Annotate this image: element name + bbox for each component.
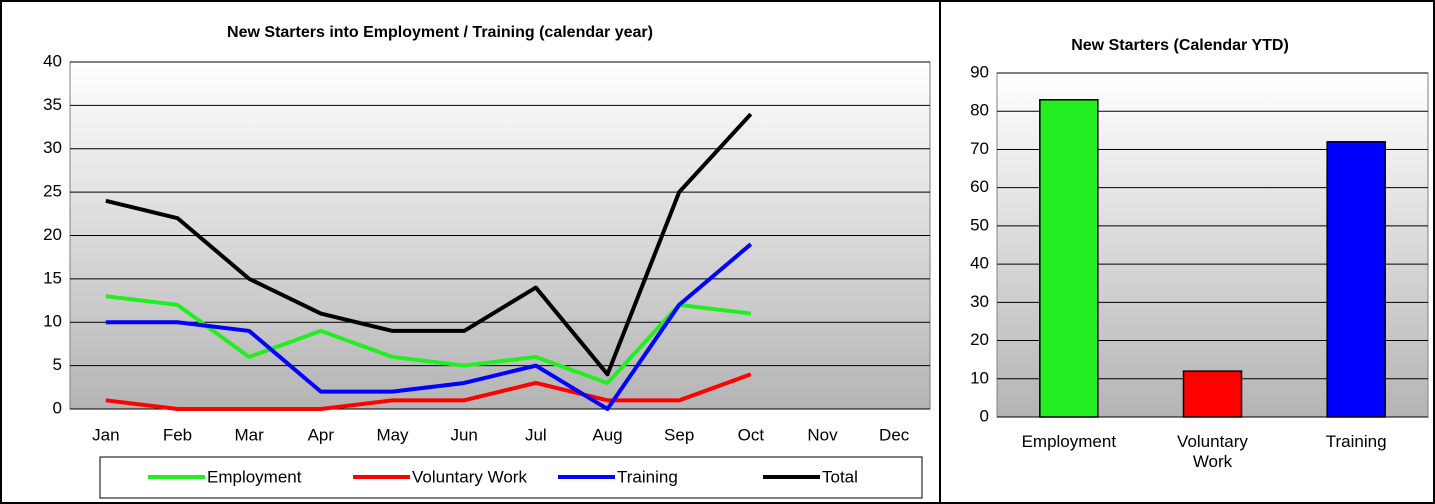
y-tick-label: 35	[43, 95, 62, 114]
x-tick-label: Employment	[1021, 432, 1117, 451]
y-tick-label: 10	[970, 368, 989, 387]
bar	[1039, 99, 1099, 418]
x-tick-label: Voluntary Work	[1177, 432, 1248, 471]
x-tick-label: Jul	[525, 425, 547, 444]
legend-label: Total	[822, 467, 858, 486]
y-tick-label: 70	[970, 139, 989, 158]
x-tick-label: Jun	[450, 425, 477, 444]
bar	[1326, 141, 1386, 418]
x-tick-label: May	[376, 425, 409, 444]
y-tick-label: 80	[970, 101, 989, 120]
x-tick-label: Oct	[738, 425, 765, 444]
y-tick-label: 30	[970, 292, 989, 311]
chart-title: New Starters into Employment / Training …	[227, 24, 653, 41]
x-tick-label: Dec	[879, 425, 910, 444]
legend-label: Voluntary Work	[412, 467, 527, 486]
line-series	[105, 112, 753, 377]
legend-label: Training	[617, 467, 678, 486]
y-tick-label: 15	[43, 268, 62, 287]
x-tick-label: Sep	[664, 425, 694, 444]
x-tick-label: Mar	[235, 425, 265, 444]
x-tick-label: Training	[1325, 432, 1387, 451]
y-tick-label: 30	[43, 138, 62, 157]
x-tick-label: Apr	[308, 425, 335, 444]
y-tick-label: 10	[43, 312, 62, 331]
y-tick-label: 20	[43, 225, 62, 244]
x-tick-label: Aug	[592, 425, 622, 444]
line-series	[105, 294, 752, 385]
y-tick-label: 50	[970, 215, 989, 234]
y-tick-label: 40	[970, 254, 989, 273]
y-tick-label: 20	[970, 330, 989, 349]
line-series	[105, 372, 752, 411]
y-tick-label: 25	[43, 182, 62, 201]
legend-label: Employment	[207, 467, 302, 486]
x-tick-label: Nov	[807, 425, 838, 444]
y-tick-label: 0	[980, 406, 989, 425]
y-tick-label: 5	[53, 355, 62, 374]
x-tick-label: Jan	[92, 425, 119, 444]
line-series	[105, 242, 753, 411]
y-tick-label: 90	[970, 62, 989, 81]
chart-title: New Starters (Calendar YTD)	[1071, 37, 1289, 54]
y-tick-label: 0	[53, 398, 62, 417]
y-tick-label: 40	[43, 51, 62, 70]
bar	[1182, 370, 1243, 418]
y-tick-label: 60	[970, 177, 989, 196]
x-tick-label: Feb	[163, 425, 192, 444]
